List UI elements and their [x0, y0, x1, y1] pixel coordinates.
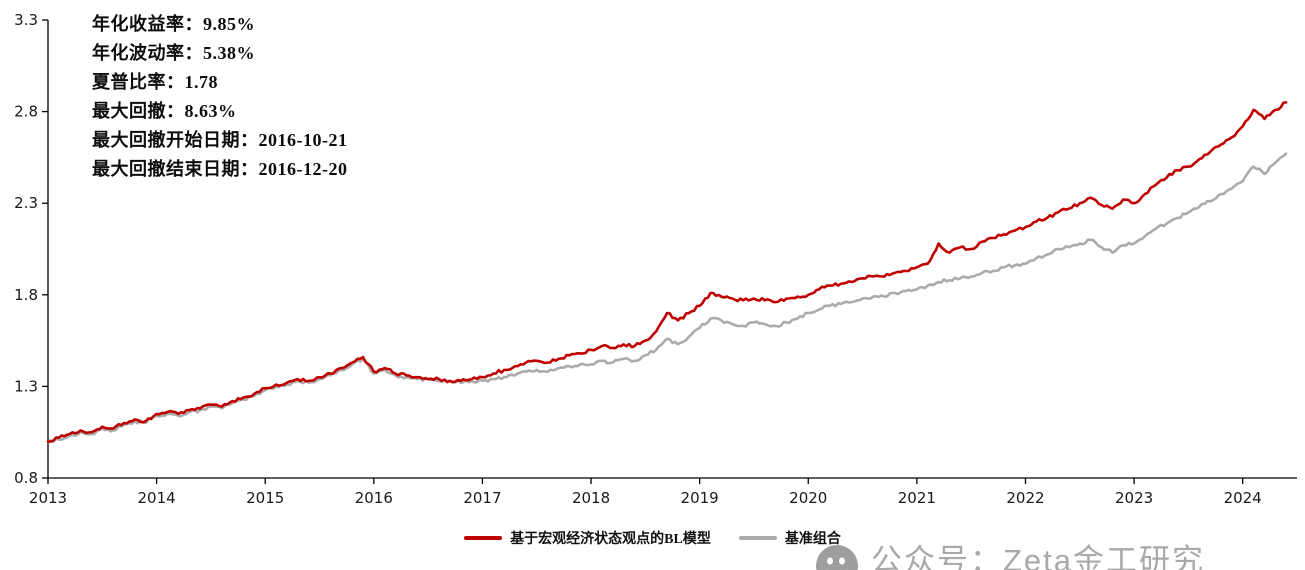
legend-label-bl-model: 基于宏观经济状态观点的BL模型 — [510, 532, 711, 547]
svg-text:2.8: 2.8 — [14, 103, 38, 121]
stat-max-drawdown: 最大回撤：8.63% — [92, 101, 237, 121]
svg-text:2015: 2015 — [246, 489, 284, 507]
svg-text:2017: 2017 — [463, 489, 501, 507]
stat-sharpe-ratio: 夏普比率：1.78 — [92, 72, 218, 92]
svg-text:2013: 2013 — [29, 489, 67, 507]
legend-item-benchmark: 基准组合 — [738, 528, 841, 548]
svg-text:2022: 2022 — [1006, 489, 1044, 507]
svg-text:1.3: 1.3 — [14, 377, 38, 395]
stat-annualized-return: 年化收益率：9.85% — [92, 14, 255, 34]
svg-text:2021: 2021 — [898, 489, 936, 507]
svg-text:2016: 2016 — [355, 489, 393, 507]
stat-annualized-volatility: 年化波动率：5.38% — [92, 43, 255, 63]
svg-text:2020: 2020 — [789, 489, 827, 507]
svg-text:1.8: 1.8 — [14, 286, 38, 304]
svg-text:2.3: 2.3 — [14, 194, 38, 212]
svg-text:0.8: 0.8 — [14, 469, 38, 487]
performance-stats: 年化收益率：9.85% 年化波动率：5.38% 夏普比率：1.78 最大回撤：8… — [92, 10, 348, 184]
svg-text:3.3: 3.3 — [14, 11, 38, 29]
stat-drawdown-end-date: 最大回撤结束日期：2016-12-20 — [92, 159, 348, 179]
gray-line-swatch — [738, 536, 777, 540]
legend-label-benchmark: 基准组合 — [784, 532, 841, 547]
stat-drawdown-start-date: 最大回撤开始日期：2016-10-21 — [92, 130, 348, 150]
svg-text:2023: 2023 — [1115, 489, 1153, 507]
red-line-swatch — [464, 536, 503, 540]
watermark: 公众号：Zeta金工研究 — [815, 544, 1205, 570]
svg-text:2018: 2018 — [572, 489, 610, 507]
svg-text:2019: 2019 — [681, 489, 719, 507]
chart-legend: 基于宏观经济状态观点的BL模型 基准组合 — [0, 528, 1305, 548]
svg-text:2024: 2024 — [1224, 489, 1262, 507]
svg-text:2014: 2014 — [138, 489, 176, 507]
watermark-text: 公众号：Zeta金工研究 — [871, 543, 1206, 570]
wechat-icon — [815, 544, 859, 570]
legend-item-bl-model: 基于宏观经济状态观点的BL模型 — [464, 528, 711, 548]
